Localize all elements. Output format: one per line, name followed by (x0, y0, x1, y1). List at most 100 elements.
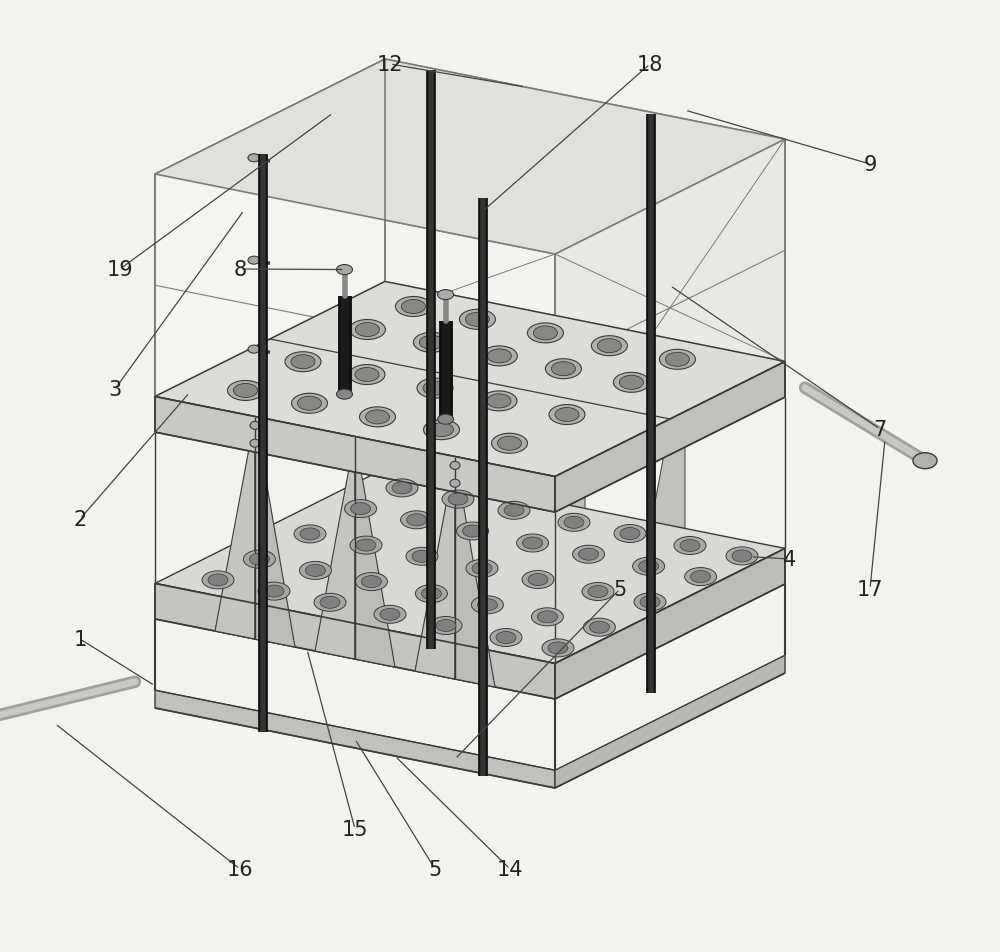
Polygon shape (155, 60, 785, 255)
Ellipse shape (517, 534, 549, 552)
Ellipse shape (395, 297, 431, 317)
Ellipse shape (481, 391, 517, 411)
Ellipse shape (355, 573, 387, 591)
Text: 14: 14 (497, 859, 523, 879)
Ellipse shape (228, 381, 264, 401)
Ellipse shape (589, 622, 609, 633)
Ellipse shape (248, 346, 260, 354)
Ellipse shape (249, 554, 269, 565)
Ellipse shape (448, 493, 468, 506)
Ellipse shape (573, 545, 605, 564)
Ellipse shape (551, 363, 575, 376)
Ellipse shape (582, 583, 614, 601)
Ellipse shape (680, 540, 700, 552)
Ellipse shape (597, 339, 621, 353)
Ellipse shape (234, 384, 258, 398)
Ellipse shape (430, 617, 462, 635)
Polygon shape (215, 417, 255, 640)
Ellipse shape (465, 313, 489, 327)
Ellipse shape (415, 585, 447, 603)
Ellipse shape (374, 605, 406, 624)
Text: 15: 15 (342, 819, 368, 839)
Ellipse shape (691, 571, 711, 583)
Ellipse shape (463, 526, 483, 538)
Text: 5: 5 (613, 580, 627, 600)
Ellipse shape (504, 505, 524, 517)
Ellipse shape (527, 324, 563, 344)
Text: 17: 17 (857, 580, 883, 600)
Ellipse shape (401, 300, 425, 314)
Polygon shape (545, 322, 585, 545)
Ellipse shape (555, 408, 579, 422)
Ellipse shape (320, 597, 340, 608)
Ellipse shape (640, 596, 660, 608)
Ellipse shape (300, 528, 320, 541)
Polygon shape (415, 457, 455, 680)
Polygon shape (155, 60, 385, 397)
Ellipse shape (392, 483, 412, 494)
Ellipse shape (685, 568, 717, 586)
Ellipse shape (250, 422, 260, 430)
Polygon shape (155, 690, 555, 770)
Ellipse shape (294, 526, 326, 544)
Ellipse shape (250, 440, 260, 447)
Text: 4: 4 (783, 549, 797, 569)
Ellipse shape (619, 376, 643, 390)
Ellipse shape (487, 394, 511, 408)
Ellipse shape (487, 349, 511, 364)
Ellipse shape (466, 560, 498, 578)
Ellipse shape (545, 359, 581, 379)
Ellipse shape (496, 632, 516, 644)
Ellipse shape (424, 420, 460, 440)
Polygon shape (555, 656, 785, 788)
Ellipse shape (202, 571, 234, 589)
Ellipse shape (366, 410, 390, 425)
Ellipse shape (457, 523, 489, 541)
Text: 7: 7 (873, 420, 887, 440)
Ellipse shape (292, 394, 328, 414)
Polygon shape (455, 457, 495, 687)
Ellipse shape (248, 257, 260, 265)
Ellipse shape (591, 336, 627, 356)
Text: 18: 18 (637, 55, 663, 75)
Ellipse shape (549, 405, 585, 425)
Ellipse shape (337, 389, 353, 400)
Ellipse shape (477, 599, 497, 611)
Text: 2: 2 (73, 509, 87, 529)
Text: 3: 3 (108, 380, 122, 400)
Text: 8: 8 (233, 260, 247, 280)
Ellipse shape (412, 550, 432, 563)
Ellipse shape (314, 594, 346, 611)
Ellipse shape (350, 537, 382, 554)
Ellipse shape (413, 333, 449, 353)
Ellipse shape (523, 538, 543, 549)
Polygon shape (155, 60, 385, 397)
Polygon shape (555, 548, 785, 700)
Polygon shape (385, 60, 785, 362)
Ellipse shape (337, 266, 353, 275)
Ellipse shape (208, 574, 228, 586)
Ellipse shape (285, 352, 321, 372)
Ellipse shape (588, 585, 608, 598)
Ellipse shape (380, 608, 400, 621)
Ellipse shape (450, 480, 460, 487)
Ellipse shape (579, 548, 599, 561)
Polygon shape (445, 302, 485, 525)
Ellipse shape (633, 558, 665, 576)
Text: 1: 1 (73, 629, 87, 649)
Ellipse shape (361, 576, 381, 588)
Ellipse shape (564, 517, 584, 528)
Ellipse shape (305, 565, 325, 577)
Polygon shape (155, 690, 555, 788)
Ellipse shape (345, 500, 377, 518)
Polygon shape (155, 175, 555, 477)
Ellipse shape (248, 154, 260, 163)
Ellipse shape (419, 336, 443, 350)
Ellipse shape (438, 415, 454, 425)
Ellipse shape (498, 502, 530, 520)
Ellipse shape (542, 639, 574, 657)
Ellipse shape (442, 490, 474, 508)
Polygon shape (155, 469, 785, 664)
Ellipse shape (438, 290, 454, 300)
Ellipse shape (659, 350, 695, 370)
